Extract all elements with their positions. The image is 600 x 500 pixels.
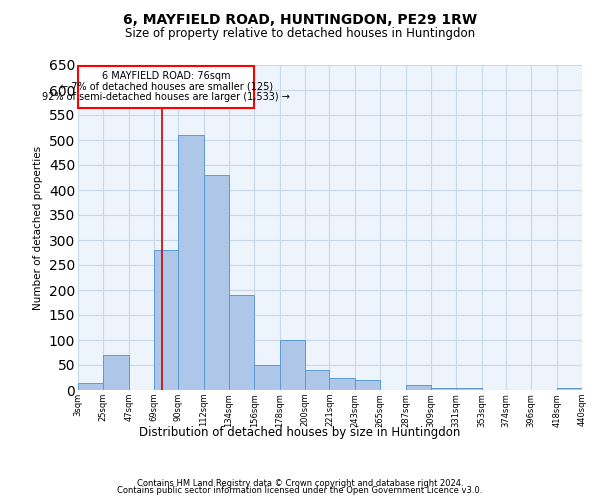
Text: Distribution of detached houses by size in Huntingdon: Distribution of detached houses by size … bbox=[139, 426, 461, 439]
Text: ← 7% of detached houses are smaller (125): ← 7% of detached houses are smaller (125… bbox=[59, 82, 273, 92]
Y-axis label: Number of detached properties: Number of detached properties bbox=[33, 146, 43, 310]
Bar bbox=[305, 370, 329, 390]
Bar bbox=[103, 355, 129, 390]
Bar bbox=[456, 388, 482, 390]
FancyBboxPatch shape bbox=[78, 66, 254, 108]
Text: Contains HM Land Registry data © Crown copyright and database right 2024.: Contains HM Land Registry data © Crown c… bbox=[137, 478, 463, 488]
Bar bbox=[557, 388, 582, 390]
Bar bbox=[154, 250, 178, 390]
Text: 6, MAYFIELD ROAD, HUNTINGDON, PE29 1RW: 6, MAYFIELD ROAD, HUNTINGDON, PE29 1RW bbox=[123, 12, 477, 26]
Bar bbox=[254, 365, 280, 390]
Text: Size of property relative to detached houses in Huntingdon: Size of property relative to detached ho… bbox=[125, 28, 475, 40]
Text: 6 MAYFIELD ROAD: 76sqm: 6 MAYFIELD ROAD: 76sqm bbox=[102, 72, 230, 82]
Bar bbox=[431, 388, 456, 390]
Bar bbox=[204, 175, 229, 390]
Bar bbox=[280, 340, 305, 390]
Bar bbox=[406, 385, 431, 390]
Bar bbox=[78, 382, 103, 390]
Text: Contains public sector information licensed under the Open Government Licence v3: Contains public sector information licen… bbox=[118, 486, 482, 495]
Bar bbox=[229, 295, 254, 390]
Bar bbox=[355, 380, 380, 390]
Bar bbox=[329, 378, 355, 390]
Text: 92% of semi-detached houses are larger (1,533) →: 92% of semi-detached houses are larger (… bbox=[42, 92, 290, 102]
Bar bbox=[178, 135, 204, 390]
